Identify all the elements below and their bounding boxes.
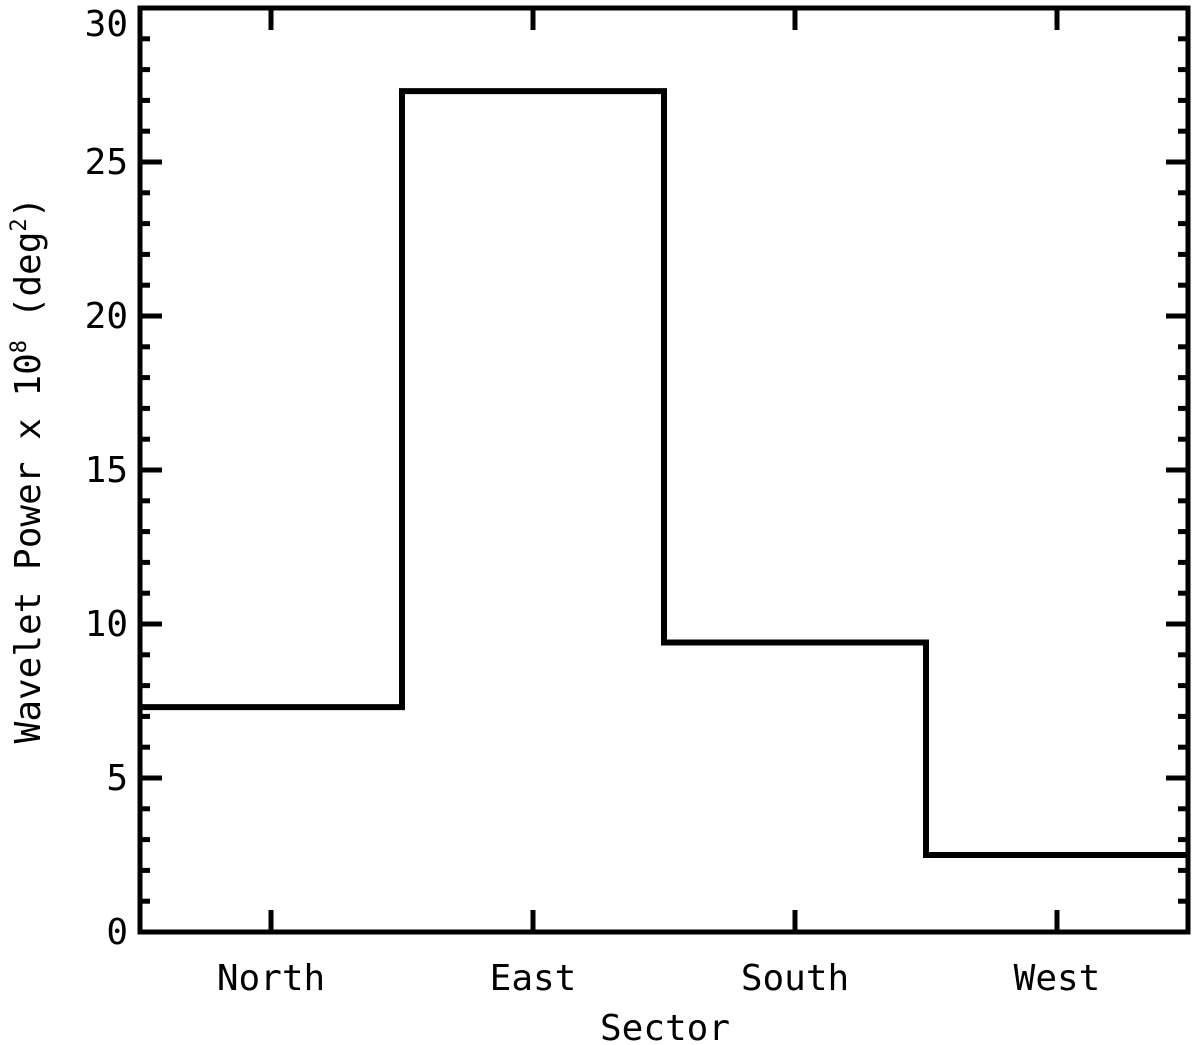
y-tick-label: 5 (106, 758, 128, 799)
histogram-step-line (140, 88, 1188, 858)
y-tick-label: 20 (85, 296, 128, 337)
bar-south (664, 642, 926, 932)
y-axis-label-unit-open: (deg (8, 232, 49, 340)
x-tick-labels: North East South West (217, 958, 1101, 999)
bar-east (402, 91, 664, 932)
y-axis-label-prefix: Wavelet Power x 10 (8, 353, 49, 743)
y-tick-label: 0 (106, 912, 128, 953)
plot-frame (137, 5, 1191, 935)
y-axis-label-unit-exponent: 2 (7, 218, 32, 231)
y-tick-labels: 0 5 10 15 20 25 30 (85, 4, 128, 953)
y-axis-label: Wavelet Power x 108 (deg2) (7, 197, 49, 744)
x-tick-label-south: South (741, 958, 849, 999)
x-axis-label: Sector (600, 1008, 730, 1045)
y-tick-label: 25 (85, 142, 128, 183)
y-axis-label-unit-close: ) (8, 197, 49, 219)
y-axis-label-exponent: 8 (7, 340, 32, 353)
x-tick-label-west: West (1014, 958, 1101, 999)
y-tick-label: 30 (85, 4, 128, 45)
bar-north (140, 707, 402, 932)
x-tick-label-north: North (217, 958, 325, 999)
x-ticks (268, 8, 1060, 932)
y-tick-label: 15 (85, 450, 128, 491)
y-tick-label: 10 (85, 604, 128, 645)
x-tick-label-east: East (490, 958, 577, 999)
